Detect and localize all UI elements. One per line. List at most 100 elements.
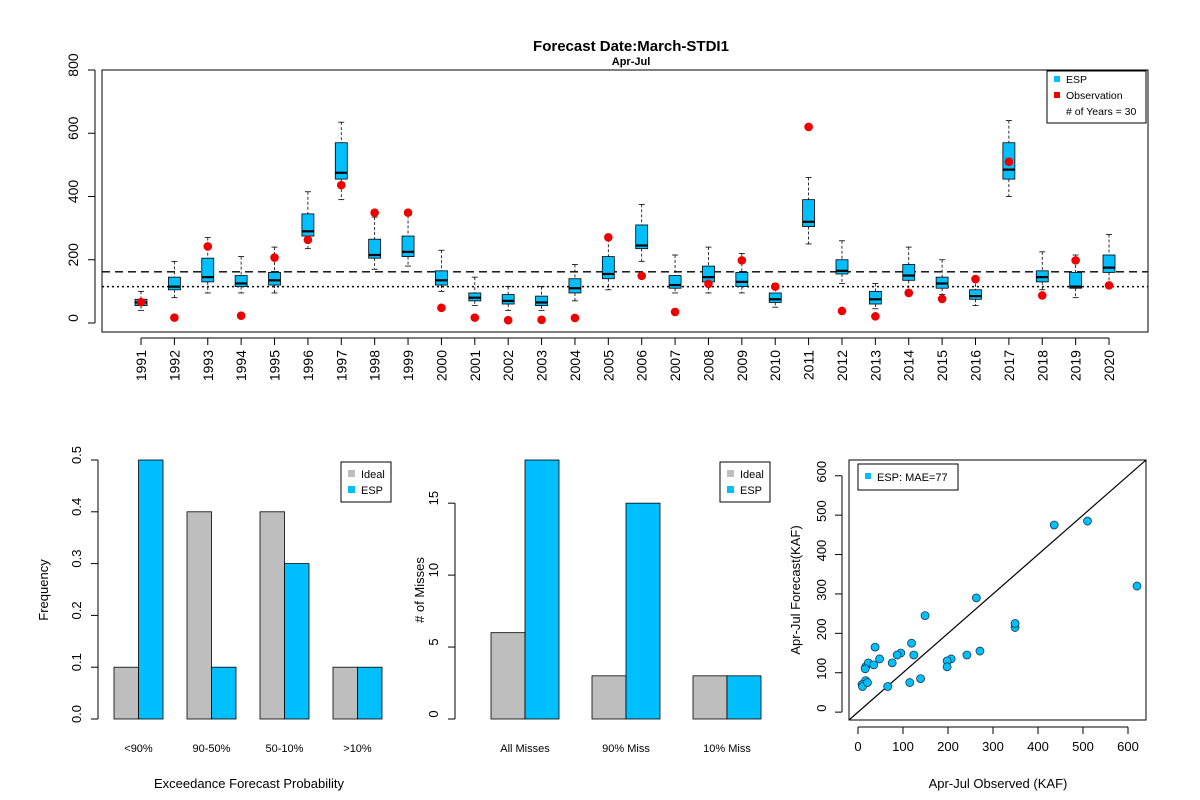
legend-esp-label: ESP	[1066, 74, 1087, 86]
observation-point	[470, 313, 480, 322]
bl-y-tick-label: 0.2	[69, 601, 84, 619]
top-x-tick-label: 1997	[333, 350, 349, 381]
bm-y-axis-label: # of Misses	[412, 557, 427, 623]
top-x-tick-label: 2012	[834, 350, 850, 381]
esp-box	[802, 199, 815, 227]
top-x-tick-label: 2004	[567, 350, 583, 381]
br-plot-frame	[848, 459, 1147, 721]
top-x-tick-label: 1995	[267, 350, 283, 381]
top-x-tick-label: 2009	[734, 350, 750, 381]
bm-bar-ideal	[692, 675, 728, 720]
esp-boxes	[134, 120, 1116, 311]
top-x-tick-label: 2007	[667, 350, 683, 381]
bl-bar-esp	[357, 666, 383, 720]
br-x-tick-label: 0	[854, 739, 861, 754]
top-plot-frame	[101, 69, 1149, 333]
observation-point	[270, 253, 279, 262]
esp-box	[268, 271, 281, 286]
bl-y-tick-label: 0.5	[69, 446, 84, 464]
top-x-tick-label: 2017	[1001, 350, 1017, 381]
bm-bar-esp	[524, 459, 560, 720]
bl-legend: Ideal ESP	[340, 461, 392, 503]
bm-y-axis: 0 5 10 15	[426, 491, 456, 720]
br-y-tick-label: 100	[814, 658, 829, 680]
bl-bar-esp	[138, 459, 164, 720]
br-axes: 0 100 200 300 400 500 600 0 100 200 300 400 500 600	[814, 459, 1147, 754]
top-x-tick-label: 1994	[233, 350, 249, 381]
bm-legend-esp-label: ESP	[740, 485, 762, 497]
top-y-tick-label: 400	[65, 180, 81, 204]
observation-points	[136, 122, 1114, 325]
br-y-tick-label: 0	[814, 705, 829, 712]
observation-point	[437, 303, 446, 313]
bm-x-labels: All Misses 90% Miss 10% Miss	[500, 743, 751, 755]
observation-point	[537, 315, 546, 325]
top-x-tick-label: 2015	[934, 350, 950, 381]
exceedance-bar-panel: 0.00.10.20.30.40.5 <90% 90-50% 50-10% >10% …	[36, 446, 392, 791]
top-x-tick-label: 2000	[433, 350, 449, 381]
top-x-tick-label: 1996	[300, 350, 316, 381]
scatter-point	[860, 664, 870, 674]
observation-point	[837, 306, 847, 316]
top-y-tick-label: 600	[65, 116, 81, 140]
legend-years-label: # of Years = 30	[1066, 106, 1137, 118]
br-y-tick-label: 300	[814, 579, 829, 601]
bm-bar-ideal	[490, 632, 526, 720]
bl-y-axis: 0.0 0.1 0.2 0.3 0.4 0.5	[69, 446, 99, 723]
bl-y-axis-label: Frequency	[36, 559, 51, 621]
top-x-tick-label: 2014	[901, 350, 917, 381]
scatter-point	[1049, 520, 1059, 530]
bl-category-label: >10%	[343, 743, 372, 755]
forecast-boxplot-panel: Forecast Date:March-STDI1 Apr-Jul 020040…	[65, 38, 1149, 381]
bl-bar-ideal	[259, 511, 285, 720]
esp-box	[401, 235, 415, 257]
br-y-tick-label: 500	[814, 500, 829, 522]
top-x-tick-label: 1992	[166, 350, 182, 381]
top-x-tick-label: 2020	[1101, 350, 1117, 381]
bm-y-tick-label: 5	[426, 638, 441, 645]
br-legend-box	[857, 463, 959, 491]
bm-category-label: All Misses	[500, 743, 550, 755]
scatter-point	[870, 642, 880, 652]
esp-box	[735, 271, 749, 288]
br-x-tick-label: 300	[982, 739, 1004, 754]
bm-category-label: 10% Miss	[703, 743, 751, 755]
bl-category-label: 90-50%	[193, 743, 231, 755]
top-y-axis: 0 200 400 600 800	[65, 53, 96, 324]
scatter-point	[887, 658, 897, 668]
esp-box	[668, 275, 682, 289]
scatter-point	[892, 650, 902, 660]
bm-category-label: 90% Miss	[602, 743, 650, 755]
top-legend: ESP Observation # of Years = 30	[1046, 70, 1147, 124]
legend-esp-swatch	[1054, 76, 1060, 82]
scatter-point	[907, 638, 916, 648]
esp-box	[201, 257, 215, 283]
br-x-axis-label: Apr-Jul Observed (KAF)	[929, 776, 1068, 791]
observation-point	[236, 311, 246, 321]
scatter-point	[883, 682, 893, 691]
scatter-point	[1083, 516, 1092, 526]
top-x-tick-label: 1998	[367, 350, 383, 381]
observation-point	[1104, 281, 1114, 290]
observation-point	[804, 122, 813, 132]
top-y-tick-label: 0	[65, 314, 81, 322]
esp-box	[768, 292, 782, 303]
top-x-tick-label: 2019	[1068, 350, 1084, 381]
esp-box	[334, 142, 348, 180]
bm-legend-esp-swatch	[727, 486, 734, 493]
observation-point	[503, 315, 513, 325]
esp-box	[969, 289, 982, 300]
scatter-point	[875, 654, 884, 664]
legend-observation-label: Observation	[1066, 90, 1123, 102]
bm-legend-box	[719, 461, 771, 503]
observation-point	[403, 208, 413, 217]
esp-box	[234, 275, 248, 288]
scatter-point	[962, 650, 972, 660]
bl-legend-ideal-label: Ideal	[361, 469, 385, 481]
observation-point	[604, 232, 613, 242]
observation-point	[937, 294, 947, 304]
bm-legend-ideal-swatch	[727, 470, 734, 477]
bl-y-tick-label: 0.3	[69, 550, 84, 568]
br-x-tick-label: 400	[1027, 739, 1049, 754]
observation-point	[1004, 157, 1014, 167]
